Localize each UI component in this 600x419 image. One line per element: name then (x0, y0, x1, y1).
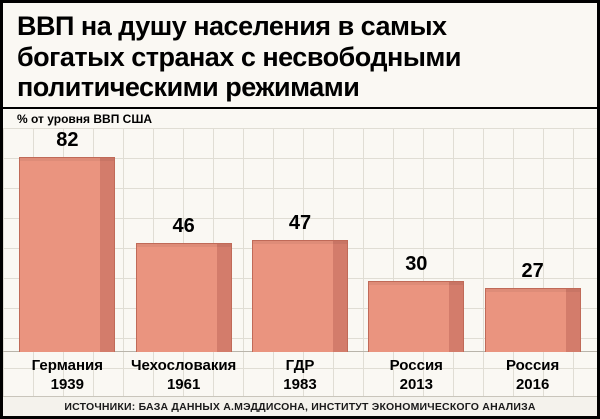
bar-group: 82 Германия 1939 (11, 129, 123, 396)
category-label: ГДР 1983 (283, 357, 317, 393)
chart-area: 82 Германия 1939 46 Чехословакия 1961 47 ГДР … (3, 127, 597, 396)
category-label: Россия 2016 (506, 357, 560, 393)
bars-row: 82 Германия 1939 46 Чехословакия 1961 47 ГДР … (7, 129, 593, 396)
axis-unit-label: % от уровня ВВП США (17, 111, 153, 126)
source-note: ИСТОЧНИКИ: БАЗА ДАННЫХ А.МЭДДИСОНА, ИНСТ… (3, 396, 597, 416)
category-label: Германия 1939 (31, 357, 103, 393)
chart-title: ВВП на душу населения в самых богатых ст… (17, 11, 461, 102)
bar-group: 30 Россия 2013 (360, 253, 472, 396)
bar-value-label: 82 (56, 129, 79, 151)
bar-value-label: 46 (172, 215, 195, 237)
bar (368, 281, 465, 352)
bar-value-label: 27 (521, 260, 544, 282)
title-divider (3, 106, 597, 109)
bar (19, 157, 116, 352)
bar (135, 243, 232, 352)
bar-value-label: 30 (405, 253, 428, 275)
category-label: Россия 2013 (389, 357, 443, 393)
category-label: Чехословакия 1961 (131, 357, 237, 393)
bar-group: 46 Чехословакия 1961 (128, 215, 240, 396)
bar (251, 240, 348, 352)
header: ВВП на душу населения в самых богатых ст… (3, 3, 597, 107)
bar-group: 27 Россия 2016 (477, 260, 589, 396)
bar-value-label: 47 (288, 212, 312, 234)
bar-group: 47 ГДР 1983 (244, 212, 356, 396)
bar (484, 288, 581, 352)
